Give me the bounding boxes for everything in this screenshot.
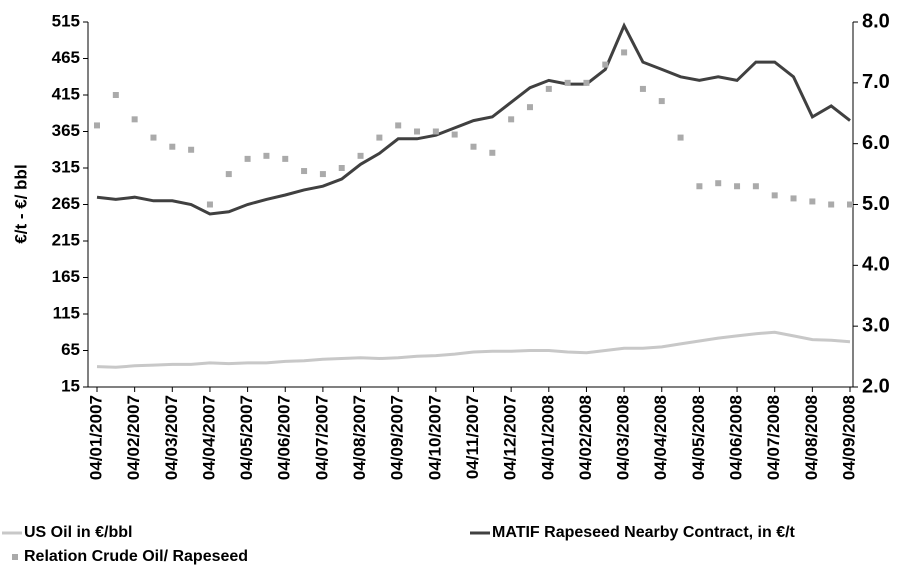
x-tick-label: 04/03/2008	[614, 395, 633, 480]
marker	[357, 152, 364, 159]
x-tick-label: 04/07/2007	[312, 395, 331, 480]
y2-tick-label: 3.0	[862, 314, 890, 336]
x-tick-label: 04/03/2007	[162, 395, 181, 480]
y-axis-label: €/t - €/ bbl	[11, 164, 30, 243]
marker	[188, 146, 195, 153]
y-tick-label: 315	[52, 157, 80, 176]
marker	[526, 104, 533, 111]
y-tick-label: 165	[52, 267, 80, 286]
y-tick-label: 115	[53, 303, 80, 322]
y2-tick-label: 4.0	[862, 254, 890, 276]
marker	[244, 155, 251, 162]
marker	[602, 61, 609, 68]
marker	[451, 131, 458, 138]
marker	[696, 183, 703, 190]
marker	[508, 116, 515, 123]
marker	[658, 98, 665, 105]
marker	[790, 195, 797, 202]
y-tick-label: 415	[52, 84, 80, 103]
marker	[809, 198, 816, 205]
y-tick-label: 15	[61, 376, 80, 395]
x-tick-label: 04/11/2007	[463, 395, 482, 479]
marker	[621, 49, 628, 56]
marker	[639, 85, 646, 92]
marker	[150, 134, 157, 141]
marker	[376, 134, 383, 141]
x-tick-label: 04/01/2008	[538, 395, 557, 480]
y-tick-label: 215	[52, 230, 80, 249]
marker	[489, 149, 496, 156]
marker	[282, 155, 289, 162]
marker	[470, 143, 477, 150]
legend-label: MATIF Rapeseed Nearby Contract, in €/t	[492, 524, 796, 541]
line	[96, 330, 851, 369]
marker	[545, 85, 552, 92]
marker	[206, 201, 213, 208]
marker	[715, 180, 722, 187]
marker	[94, 122, 100, 129]
marker	[414, 128, 421, 135]
y-tick-label: 365	[52, 121, 80, 140]
line	[96, 22, 851, 216]
legend-marker	[12, 554, 18, 560]
x-tick-label: 04/04/2007	[199, 395, 218, 480]
marker	[734, 183, 741, 190]
x-tick-label: 04/09/2007	[388, 395, 407, 480]
marker	[395, 122, 402, 129]
x-tick-label: 04/08/2008	[802, 395, 821, 480]
marker	[225, 171, 232, 178]
y2-tick-label: 5.0	[862, 193, 890, 215]
y2-tick-label: 8.0	[862, 10, 890, 32]
x-tick-label: 04/07/2008	[764, 395, 783, 480]
y-tick-label: 265	[52, 194, 80, 213]
x-tick-label: 04/04/2008	[651, 395, 670, 480]
marker	[263, 152, 270, 159]
y2-tick-label: 7.0	[862, 71, 890, 93]
y2-tick-label: 6.0	[862, 132, 890, 154]
x-tick-label: 04/10/2007	[425, 395, 444, 480]
y-tick-label: 65	[61, 340, 80, 359]
marker	[338, 165, 345, 171]
marker	[301, 168, 308, 175]
marker	[583, 79, 590, 86]
legend-label: US Oil in €/bbl	[24, 524, 132, 541]
marker	[771, 192, 778, 199]
marker	[112, 92, 119, 98]
marker	[319, 171, 326, 178]
x-tick-label: 04/12/2007	[501, 395, 520, 480]
x-tick-label: 04/09/2008	[839, 395, 858, 480]
x-tick-label: 04/02/2007	[124, 395, 143, 480]
y-tick-label: 515	[52, 11, 80, 30]
y-tick-label: 465	[52, 48, 80, 67]
y2-tick-label: 2.0	[862, 375, 890, 397]
x-tick-label: 04/06/2008	[727, 395, 746, 480]
x-tick-label: 04/06/2007	[275, 395, 294, 480]
x-tick-label: 04/05/2007	[237, 395, 256, 480]
x-tick-label: 04/05/2008	[689, 395, 708, 480]
marker	[828, 201, 835, 208]
legend-label: Relation Crude Oil/ Rapeseed	[24, 548, 248, 565]
x-tick-label: 04/01/2007	[86, 395, 105, 480]
marker	[564, 79, 571, 86]
x-tick-label: 04/08/2007	[350, 395, 369, 480]
marker	[677, 134, 684, 141]
x-tick-label: 04/02/2008	[576, 395, 595, 480]
marker	[432, 128, 439, 135]
marker	[131, 116, 138, 123]
marker	[752, 183, 759, 190]
marker	[847, 201, 853, 208]
marker	[169, 143, 176, 150]
